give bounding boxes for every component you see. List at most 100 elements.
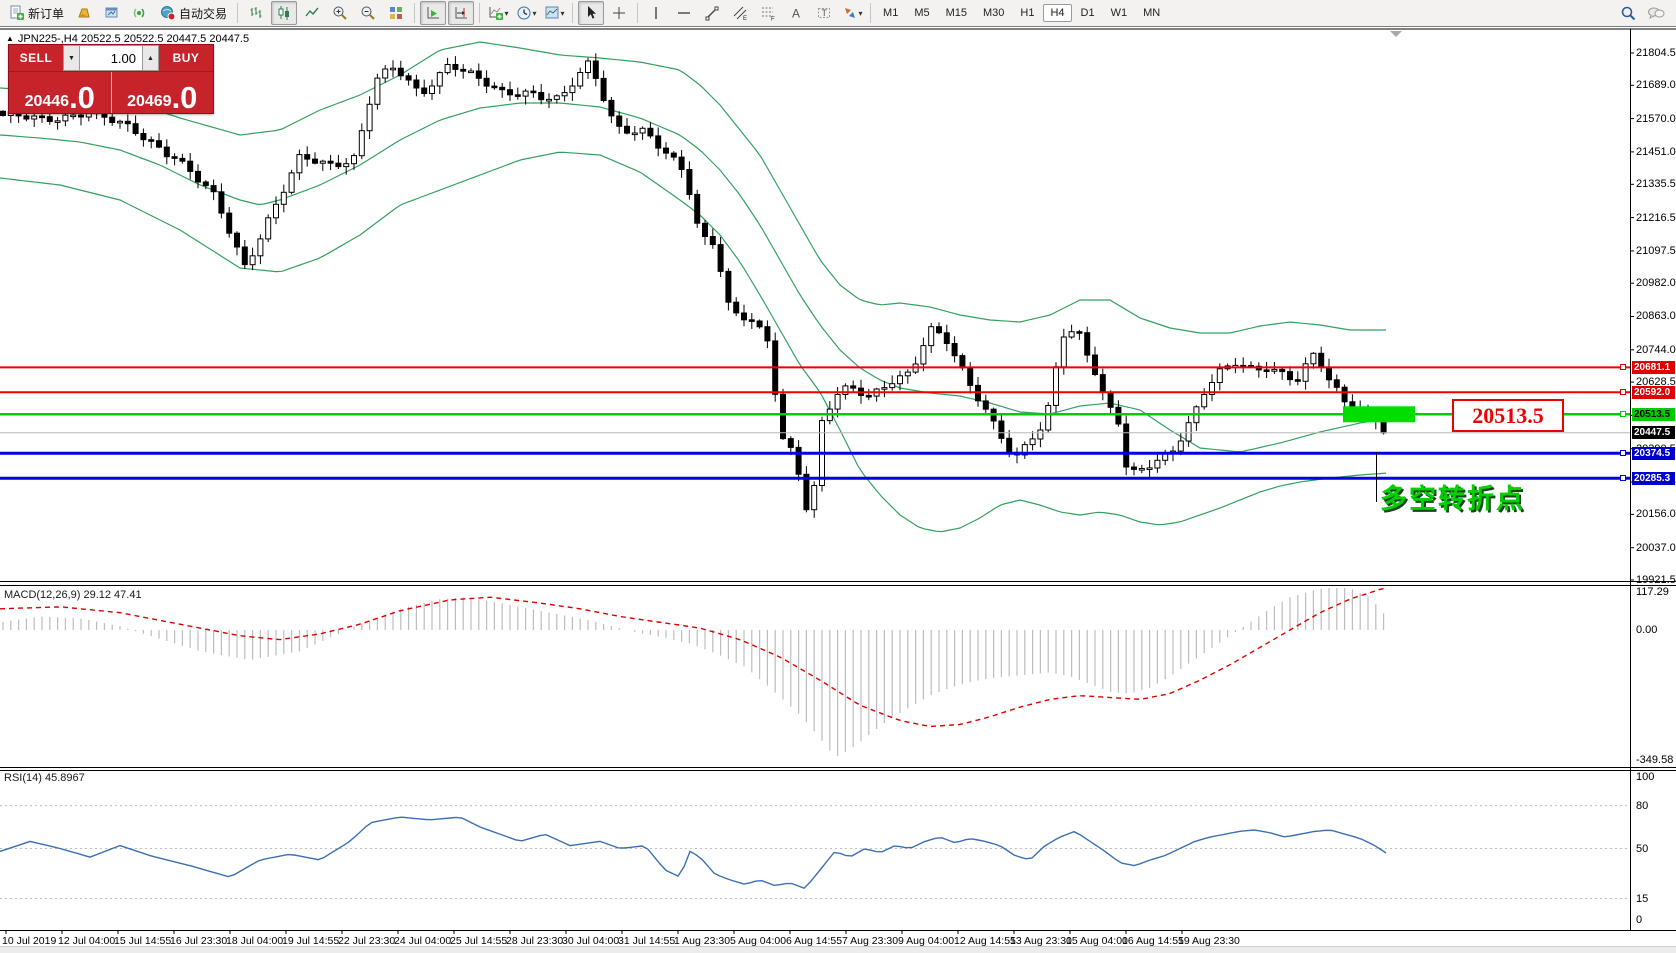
price-line-badge[interactable]: 20513.5 xyxy=(1632,408,1675,421)
one-click-trade-panel: SELL ▼ ▲ BUY 20446.0 20469.0 xyxy=(8,44,214,114)
turning-point-annotation[interactable]: 多空转折点 xyxy=(1380,484,1525,514)
autotrading-label: 自动交易 xyxy=(179,6,228,21)
profiles-button[interactable] xyxy=(99,1,125,25)
new-order-label: 新订单 xyxy=(28,6,65,21)
auto-scroll-icon xyxy=(425,5,441,21)
svg-text:T: T xyxy=(822,8,828,18)
sell-price[interactable]: 20446.0 xyxy=(9,72,111,113)
tile-windows-button[interactable] xyxy=(383,1,409,25)
price-tick: 20628.5 xyxy=(1636,376,1676,388)
price-line-badge[interactable]: 20285.3 xyxy=(1632,472,1675,485)
time-axis-label: 24 Jul 04:00 xyxy=(394,935,452,947)
price-line-badge[interactable]: 20681.1 xyxy=(1632,361,1675,374)
time-axis-label: 15 Aug 04:00 xyxy=(1066,935,1128,947)
volume-increase-button[interactable]: ▲ xyxy=(142,45,159,71)
timeframe-MN-button[interactable]: MN xyxy=(1143,7,1161,19)
crosshair-button[interactable] xyxy=(606,1,632,25)
periods-button[interactable]: ▾ xyxy=(513,1,539,25)
toolbar-separator xyxy=(870,3,872,23)
zoom-out-button[interactable] xyxy=(355,1,381,25)
svg-text:A: A xyxy=(792,7,800,21)
price-line-badge[interactable]: 20374.5 xyxy=(1632,447,1675,460)
chat-button[interactable] xyxy=(1643,1,1669,25)
time-axis-label: 6 Aug 14:55 xyxy=(786,935,843,947)
price-callout-box[interactable]: 20513.5 xyxy=(1452,399,1564,432)
auto-scroll-button[interactable] xyxy=(420,1,447,25)
time-axis-label: 9 Aug 04:00 xyxy=(898,935,955,947)
time-axis-label: 1 Aug 23:30 xyxy=(674,935,731,947)
candlestick-chart-button[interactable] xyxy=(271,1,298,25)
timeframe-M5-button[interactable]: M5 xyxy=(914,7,930,19)
profiles-icon xyxy=(104,5,120,21)
chat-icon xyxy=(1647,5,1665,21)
timeframe-W1-button[interactable]: W1 xyxy=(1110,7,1128,19)
highlight-rectangle[interactable] xyxy=(1343,406,1415,423)
time-axis-label: 5 Aug 04:00 xyxy=(730,935,787,947)
chart-window-button[interactable] xyxy=(71,1,97,25)
sell-button[interactable]: SELL xyxy=(19,51,53,65)
price-line-badge[interactable]: 20447.5 xyxy=(1632,426,1675,439)
collapse-arrow-icon[interactable]: ▲ xyxy=(6,34,14,43)
line-handle-marker xyxy=(1620,364,1626,370)
autotrading-button[interactable]: 自动交易 xyxy=(155,1,232,25)
chart-window-icon xyxy=(76,5,92,21)
price-tick: 21804.5 xyxy=(1636,47,1676,59)
search-icon xyxy=(1620,5,1637,22)
horizontal-line-button[interactable] xyxy=(671,1,697,25)
fibonacci-button[interactable]: F xyxy=(755,1,781,25)
text-button[interactable]: A xyxy=(783,1,809,25)
vertical-line-button[interactable] xyxy=(643,1,669,25)
line-handle-marker xyxy=(1620,411,1626,417)
add-indicator-button[interactable]: ▾ xyxy=(485,1,511,25)
timeframe-H1-button[interactable]: H1 xyxy=(1020,7,1035,19)
line-chart-button[interactable] xyxy=(299,1,325,25)
trade-panel-prices: 20446.0 20469.0 xyxy=(9,71,213,113)
candles xyxy=(0,53,1387,518)
timeframe-H4-button[interactable]: H4 xyxy=(1043,4,1072,22)
svg-text:F: F xyxy=(771,17,775,22)
signals-button[interactable] xyxy=(127,1,153,25)
chart-shift-button[interactable] xyxy=(448,1,475,25)
fibonacci-icon: F xyxy=(760,5,776,23)
equidistant-channel-button[interactable]: E xyxy=(727,1,753,25)
dropdown-caret-icon: ▾ xyxy=(532,8,537,18)
volume-decrease-button[interactable]: ▼ xyxy=(63,45,80,71)
zoom-in-button[interactable] xyxy=(327,1,353,25)
horizontal-line-icon xyxy=(676,5,692,21)
templates-button[interactable]: ▾ xyxy=(541,1,567,25)
timeframe-M1-button[interactable]: M1 xyxy=(883,7,899,19)
bar-chart-button[interactable] xyxy=(243,1,269,25)
buy-price-decimal: .0 xyxy=(171,79,198,115)
time-axis-label: 19 Aug 23:30 xyxy=(1178,935,1240,947)
timeframe-M15-button[interactable]: M15 xyxy=(945,7,967,19)
dropdown-caret-icon: ▾ xyxy=(504,8,509,18)
volume-input[interactable] xyxy=(80,45,142,71)
text-label-button[interactable]: T xyxy=(811,1,837,25)
search-button[interactable] xyxy=(1615,1,1641,25)
crosshair-icon xyxy=(611,5,627,21)
time-axis-label: 13 Aug 23:30 xyxy=(1010,935,1072,947)
toolbar-separator xyxy=(637,3,639,23)
quick-nav-arrow-icon[interactable] xyxy=(1390,31,1402,37)
macd-scale-label: -349.58 xyxy=(1636,754,1674,766)
price-line-badge[interactable]: 20592.0 xyxy=(1632,386,1675,399)
buy-button[interactable]: BUY xyxy=(172,51,200,65)
buy-price[interactable]: 20469.0 xyxy=(112,72,214,113)
macd-signal-line xyxy=(0,587,1387,728)
time-axis-label: 7 Aug 23:30 xyxy=(842,935,899,947)
new-order-button[interactable]: 新订单 xyxy=(4,1,69,25)
arrows-button[interactable]: ▾ xyxy=(839,1,865,25)
vertical-line-icon xyxy=(648,5,664,21)
time-axis-label: 12 Jul 04:00 xyxy=(58,935,116,947)
timeframe-D1-button[interactable]: D1 xyxy=(1080,7,1095,19)
candlestick-chart-icon xyxy=(276,5,292,21)
cursor-button[interactable] xyxy=(578,1,605,25)
chart-ohlc-header: ▲ JPN225-,H4 20522.5 20522.5 20447.5 2044… xyxy=(6,33,249,45)
price-tick: 20037.0 xyxy=(1636,542,1676,554)
trendline-button[interactable] xyxy=(699,1,725,25)
timeframe-M30-button[interactable]: M30 xyxy=(983,7,1005,19)
price-tick: 20982.0 xyxy=(1636,277,1676,289)
